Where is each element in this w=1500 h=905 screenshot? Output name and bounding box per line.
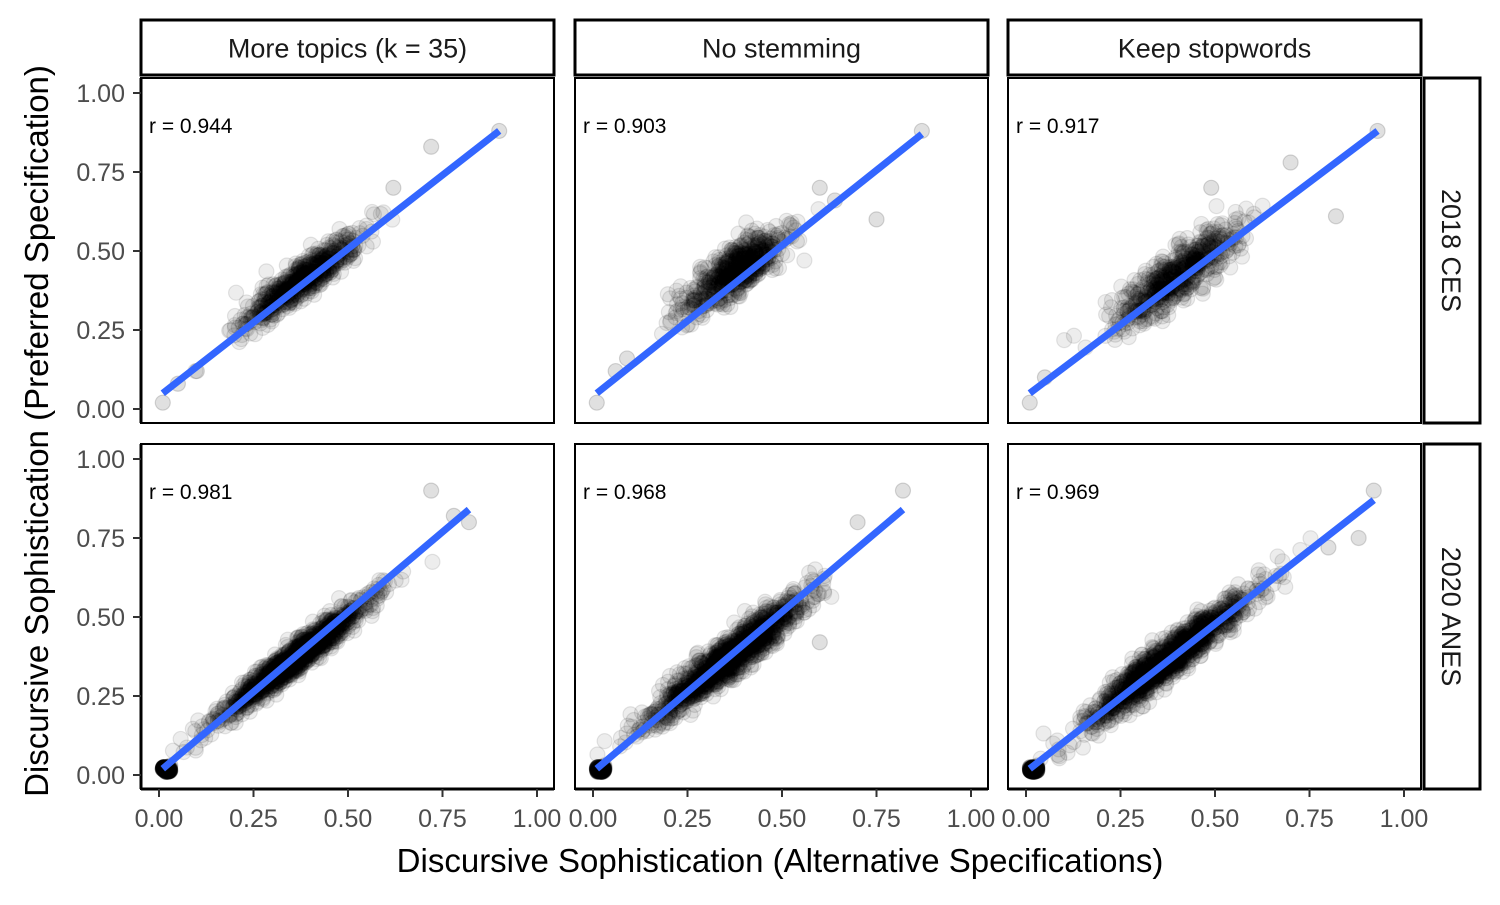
data-point xyxy=(712,674,727,689)
facet-panel: r = 0.968 0.00 0.25 0.50 0.75 1.00 xyxy=(569,444,996,833)
data-point xyxy=(386,180,401,195)
data-point xyxy=(812,635,827,650)
x-tick-label: 0.50 xyxy=(758,805,807,833)
correlation-label: r = 0.968 xyxy=(583,481,666,504)
data-point xyxy=(1195,286,1210,301)
x-tick-label: 0.50 xyxy=(324,805,373,833)
data-point xyxy=(850,515,865,530)
data-point xyxy=(259,264,274,279)
data-point xyxy=(425,554,440,569)
y-tick-label: 0.25 xyxy=(76,683,125,711)
y-tick-label: 0.25 xyxy=(76,317,125,345)
facet-panel: r = 0.917 xyxy=(1008,78,1421,423)
data-point xyxy=(1231,211,1246,226)
x-tick-label: 0.25 xyxy=(229,805,278,833)
row-strip-label: 2018 CES xyxy=(1436,189,1466,312)
data-point xyxy=(784,216,799,231)
data-point xyxy=(1283,155,1298,170)
data-point xyxy=(720,258,735,273)
data-point xyxy=(589,395,604,410)
y-tick-label: 0.50 xyxy=(76,238,125,266)
data-point xyxy=(332,591,347,606)
data-point xyxy=(269,687,284,702)
facet-panel: r = 0.981 0.00 0.25 0.50 0.75 1.00 0.00 0.25 0.5… xyxy=(76,444,561,833)
data-point xyxy=(797,253,812,268)
data-point xyxy=(424,139,439,154)
data-point xyxy=(895,483,910,498)
y-tick-label: 0.00 xyxy=(76,762,125,790)
data-point xyxy=(1209,199,1224,214)
x-tick-label: 0.00 xyxy=(135,805,184,833)
column-strip-label: Keep stopwords xyxy=(1118,34,1312,64)
data-point xyxy=(1066,328,1081,343)
row-strip-label: 2020 ANES xyxy=(1436,547,1466,687)
data-point xyxy=(155,395,170,410)
x-tick-label: 1.00 xyxy=(513,805,562,833)
data-point xyxy=(1022,395,1037,410)
data-point xyxy=(808,562,823,577)
data-point xyxy=(812,180,827,195)
correlation-label: r = 0.981 xyxy=(149,481,232,504)
data-point xyxy=(693,265,708,280)
data-point xyxy=(765,639,780,654)
x-tick-label: 0.75 xyxy=(418,805,467,833)
y-tick-label: 0.75 xyxy=(76,159,125,187)
column-strip-label: More topics (k = 35) xyxy=(228,34,467,64)
data-point xyxy=(1162,260,1177,275)
y-tick-label: 1.00 xyxy=(76,446,125,474)
x-axis-title: Discursive Sophistication (Alternative S… xyxy=(397,842,1164,879)
y-axis-title: Discursive Sophistication (Preferred Spe… xyxy=(18,65,55,797)
facet-panel: r = 0.903 xyxy=(575,78,988,423)
x-tick-label: 0.00 xyxy=(569,805,618,833)
data-point xyxy=(706,254,721,269)
facet-panel: r = 0.944 0.00 0.25 0.50 0.75 1.00 xyxy=(76,78,554,424)
data-point xyxy=(191,713,206,728)
data-point xyxy=(336,228,351,243)
data-point xyxy=(869,212,884,227)
x-tick-label: 1.00 xyxy=(947,805,996,833)
y-tick-label: 0.50 xyxy=(76,604,125,632)
data-point xyxy=(260,658,275,673)
correlation-label: r = 0.917 xyxy=(1016,115,1099,138)
y-tick-label: 1.00 xyxy=(76,80,125,108)
y-tick-label: 0.75 xyxy=(76,525,125,553)
column-strip-label: No stemming xyxy=(702,34,861,64)
x-tick-label: 0.25 xyxy=(663,805,712,833)
data-point xyxy=(1204,180,1219,195)
correlation-label: r = 0.944 xyxy=(149,115,233,138)
correlation-label: r = 0.903 xyxy=(583,115,666,138)
data-point xyxy=(281,269,296,284)
data-point xyxy=(1328,209,1343,224)
data-point xyxy=(424,483,439,498)
y-tick-label: 0.00 xyxy=(76,396,125,424)
x-tick-label: 0.75 xyxy=(852,805,901,833)
data-point xyxy=(673,291,688,306)
data-point xyxy=(597,734,612,749)
data-point xyxy=(758,597,773,612)
